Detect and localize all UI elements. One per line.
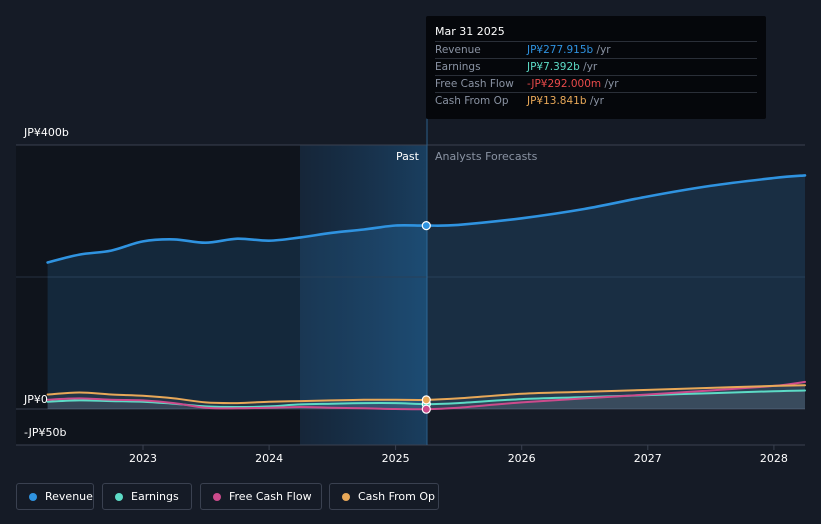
forecast-label: Analysts Forecasts — [435, 150, 538, 163]
tooltip-row-fcf: Free Cash Flow -JP¥292.000m /yr — [435, 75, 757, 93]
tooltip-label: Free Cash Flow — [435, 78, 514, 90]
tooltip: Mar 31 2025 Revenue JP¥277.915b /yr Earn… — [426, 16, 766, 119]
area-earnings — [47, 390, 806, 409]
tooltip-label: Revenue — [435, 44, 481, 56]
legend-label: Earnings — [131, 490, 179, 503]
tooltip-row-earnings: Earnings JP¥7.392b /yr — [435, 58, 757, 76]
tooltip-value: JP¥13.841b /yr — [527, 95, 604, 107]
legend-dot-icon — [115, 493, 123, 501]
tooltip-row-revenue: Revenue JP¥277.915b /yr — [435, 41, 757, 59]
y-label-zero: JP¥0 — [24, 393, 48, 406]
y-label-bottom: -JP¥50b — [24, 426, 67, 439]
tooltip-row-cfo: Cash From Op JP¥13.841b /yr — [435, 92, 757, 110]
x-tick-label: 2024 — [255, 452, 283, 465]
x-tick-label: 2023 — [129, 452, 157, 465]
tooltip-value: -JP¥292.000m /yr — [527, 78, 619, 90]
tooltip-value: JP¥7.392b /yr — [527, 61, 598, 73]
tooltip-label: Cash From Op — [435, 95, 509, 107]
line-free-cash-flow — [46, 380, 806, 411]
y-label-top: JP¥400b — [24, 126, 69, 139]
legend-dot-icon — [342, 493, 350, 501]
x-tick-label: 2026 — [508, 452, 536, 465]
marker-cash-from-op[interactable] — [421, 395, 431, 405]
legend-item-earnings[interactable]: Earnings — [102, 483, 192, 510]
area-free-cash-flow — [47, 381, 806, 410]
line-revenue — [46, 174, 807, 264]
x-tick-label: 2025 — [382, 452, 410, 465]
tooltip-date: Mar 31 2025 — [435, 25, 505, 38]
x-tick-label: 2028 — [760, 452, 788, 465]
legend-dot-icon — [29, 493, 37, 501]
legend-label: Cash From Op — [358, 490, 436, 503]
marker-free-cash-flow[interactable] — [421, 404, 431, 414]
legend-label: Revenue — [45, 490, 93, 503]
tooltip-label: Earnings — [435, 61, 481, 73]
x-tick-label: 2027 — [634, 452, 662, 465]
legend-item-cash-from-op[interactable]: Cash From Op — [329, 483, 439, 510]
line-cash-from-op — [46, 384, 806, 405]
area-revenue — [47, 175, 806, 409]
past-highlight-region — [300, 145, 427, 445]
past-label: Past — [396, 150, 419, 163]
tooltip-value: JP¥277.915b /yr — [527, 44, 611, 56]
legend-item-free-cash-flow[interactable]: Free Cash Flow — [200, 483, 322, 510]
legend-item-revenue[interactable]: Revenue — [16, 483, 94, 510]
legend-dot-icon — [213, 493, 221, 501]
marker-revenue[interactable] — [421, 221, 431, 231]
legend-label: Free Cash Flow — [229, 490, 312, 503]
past-region-dark — [16, 145, 300, 445]
